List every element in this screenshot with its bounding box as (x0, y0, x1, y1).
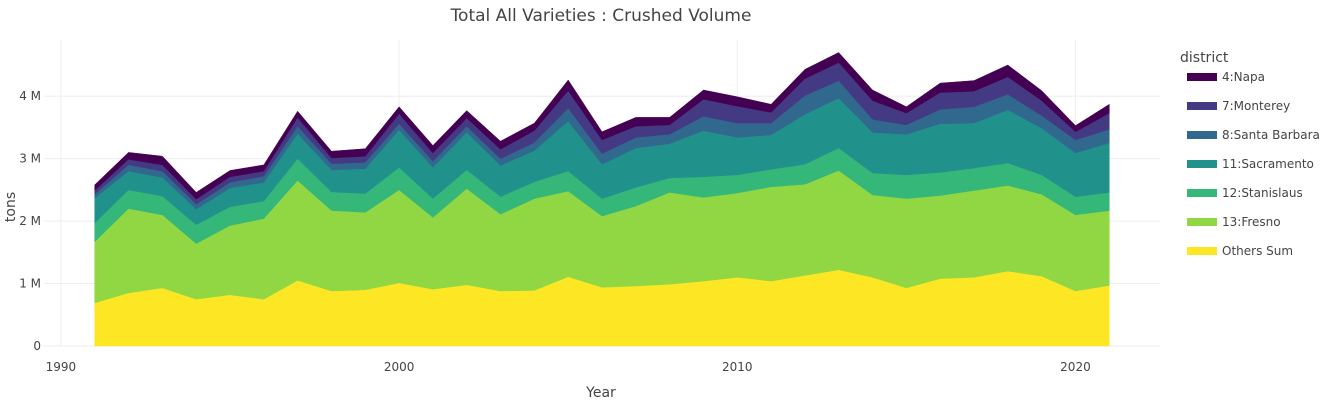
x-tick-label: 2000 (384, 360, 415, 374)
y-tick-label: 0 (33, 339, 41, 353)
legend-swatch-13-fresno (1187, 218, 1217, 226)
x-axis-ticks: 1990 2000 2010 2020 (46, 360, 1091, 374)
legend-title: district (1180, 50, 1229, 66)
legend-label-4-napa: 4:Napa (1222, 70, 1265, 84)
legend-swatch-7-monterey (1187, 102, 1217, 110)
legend-label-13-fresno: 13:Fresno (1222, 215, 1281, 229)
legend-swatch-8-santa-barbara (1187, 131, 1217, 139)
x-tick-label: 1990 (46, 360, 77, 374)
legend: district 4:Napa 7:Monterey 8:Santa Barbara… (1180, 50, 1320, 258)
x-tick-label: 2010 (722, 360, 753, 374)
area-layer (94, 52, 1110, 347)
legend-label-7-monterey: 7:Monterey (1222, 99, 1290, 113)
x-tick-label: 2020 (1060, 360, 1091, 374)
legend-swatch-12-stanislaus (1187, 189, 1217, 197)
y-tick-label: 3 M (19, 152, 41, 166)
x-axis-title: Year (585, 385, 616, 400)
legend-label-11-sacramento: 11:Sacramento (1222, 157, 1314, 171)
y-tick-label: 2 M (19, 214, 41, 228)
legend-swatch-others-sum (1187, 247, 1217, 255)
legend-swatch-11-sacramento (1187, 160, 1217, 168)
y-axis-title: tons (3, 192, 19, 222)
chart-title: Total All Varieties : Crushed Volume (450, 6, 752, 26)
legend-swatch-4-napa (1187, 73, 1217, 81)
legend-label-others-sum: Others Sum (1222, 244, 1293, 258)
y-axis-ticks: 0 1 M 2 M 3 M 4 M (19, 89, 41, 353)
y-tick-label: 4 M (19, 89, 41, 103)
legend-label-8-santa-barbara: 8:Santa Barbara (1222, 128, 1320, 142)
y-tick-label: 1 M (19, 277, 41, 291)
legend-label-12-stanislaus: 12:Stanislaus (1222, 186, 1303, 200)
area-4-napa (94, 52, 1110, 200)
